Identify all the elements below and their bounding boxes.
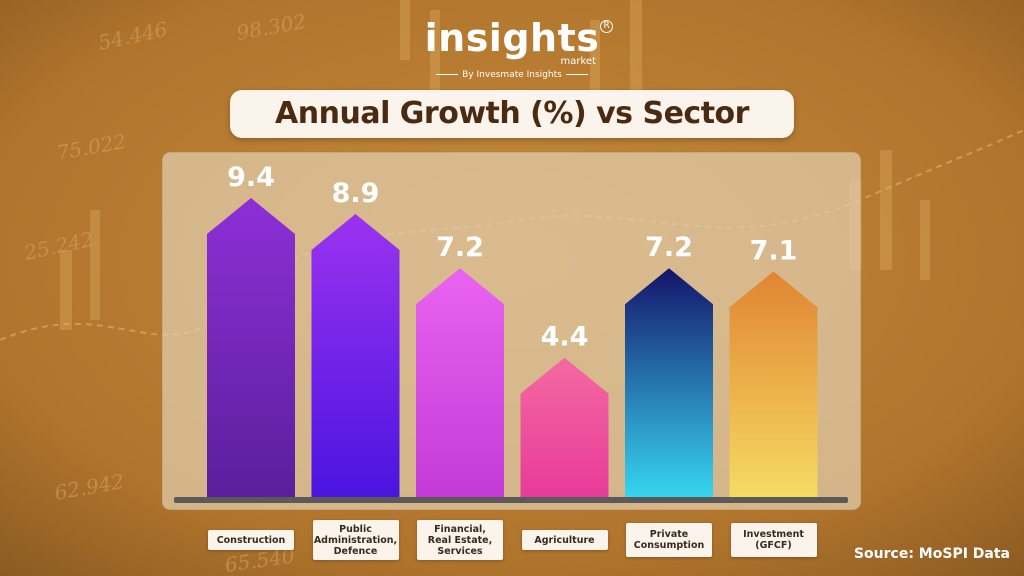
bar-0: [207, 198, 295, 498]
category-label-line: Administration,: [313, 534, 398, 546]
bar-value-label-0: 9.4: [227, 162, 275, 193]
category-label-0: Construction: [208, 530, 294, 550]
category-label-line: Investment: [743, 529, 804, 540]
bar-value-label-1: 8.9: [332, 178, 380, 209]
bar-2: [416, 268, 504, 498]
logo: insights R market By Invesmate Insights: [412, 18, 614, 80]
category-label-line: Services: [437, 545, 483, 557]
category-label-line: Defence: [333, 545, 378, 557]
category-label-line: Agriculture: [534, 534, 595, 546]
category-label-1: Public Administration, Defence: [312, 520, 399, 560]
title-banner: Annual Growth (%) vs Sector: [230, 90, 794, 138]
category-label-line: Public: [339, 523, 372, 535]
logo-wordmark: insights R: [425, 18, 614, 58]
bar-value-label-3: 4.4: [541, 322, 589, 353]
source-note: Source: MoSPI Data: [853, 546, 1010, 562]
category-label-line: (GFCF): [755, 540, 792, 551]
bar-3: [520, 357, 609, 498]
category-label-3: Agriculture: [521, 530, 608, 550]
x-axis-baseline: [174, 497, 848, 503]
category-label-2: Financial, Real Estate, Services: [417, 520, 503, 560]
bar-value-label-2: 7.2: [436, 232, 484, 263]
bar-4: [625, 268, 713, 498]
category-label-line: Consumption: [633, 540, 705, 551]
category-label-line: Financial,: [434, 523, 486, 535]
category-label-5: Investment (GFCF): [730, 523, 817, 557]
bar-5: [729, 271, 818, 498]
category-label-4: Private Consumption: [626, 523, 712, 557]
chart-title: Annual Growth (%) vs Sector: [275, 96, 749, 131]
logo-subtitle: market: [560, 56, 597, 67]
category-label-line: Real Estate,: [427, 534, 493, 546]
bar-value-label-4: 7.2: [645, 232, 693, 263]
bar-value-label-5: 7.1: [750, 235, 798, 266]
logo-byline: By Invesmate Insights: [412, 70, 612, 80]
registered-mark-icon: R: [600, 20, 614, 33]
bar-1: [311, 213, 400, 498]
category-label-line: Private: [649, 529, 689, 540]
category-label-line: Construction: [216, 534, 286, 546]
